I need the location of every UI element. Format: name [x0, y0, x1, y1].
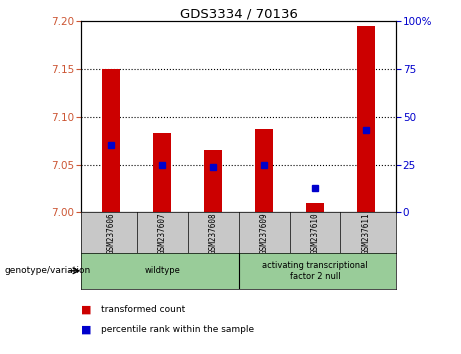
Text: percentile rank within the sample: percentile rank within the sample — [101, 325, 254, 334]
Bar — [357, 26, 375, 212]
Text: GSM237608: GSM237608 — [208, 212, 218, 253]
Text: GSM237611: GSM237611 — [361, 212, 370, 253]
Text: ■: ■ — [81, 324, 95, 334]
Bar — [102, 69, 120, 212]
Bar — [306, 203, 324, 212]
Bar — [255, 129, 273, 212]
Text: ■: ■ — [81, 305, 95, 315]
Text: GSM237609: GSM237609 — [260, 212, 269, 253]
Text: wildtype: wildtype — [144, 266, 180, 275]
Bar — [204, 150, 222, 212]
Text: GSM237610: GSM237610 — [310, 212, 319, 253]
Bar — [153, 133, 171, 212]
Text: GSM237607: GSM237607 — [158, 212, 167, 253]
Title: GDS3334 / 70136: GDS3334 / 70136 — [180, 7, 297, 20]
Text: GSM237606: GSM237606 — [107, 212, 116, 253]
Text: transformed count: transformed count — [101, 305, 186, 314]
Text: activating transcriptional
factor 2 null: activating transcriptional factor 2 null — [262, 261, 368, 280]
Text: genotype/variation: genotype/variation — [5, 266, 91, 275]
